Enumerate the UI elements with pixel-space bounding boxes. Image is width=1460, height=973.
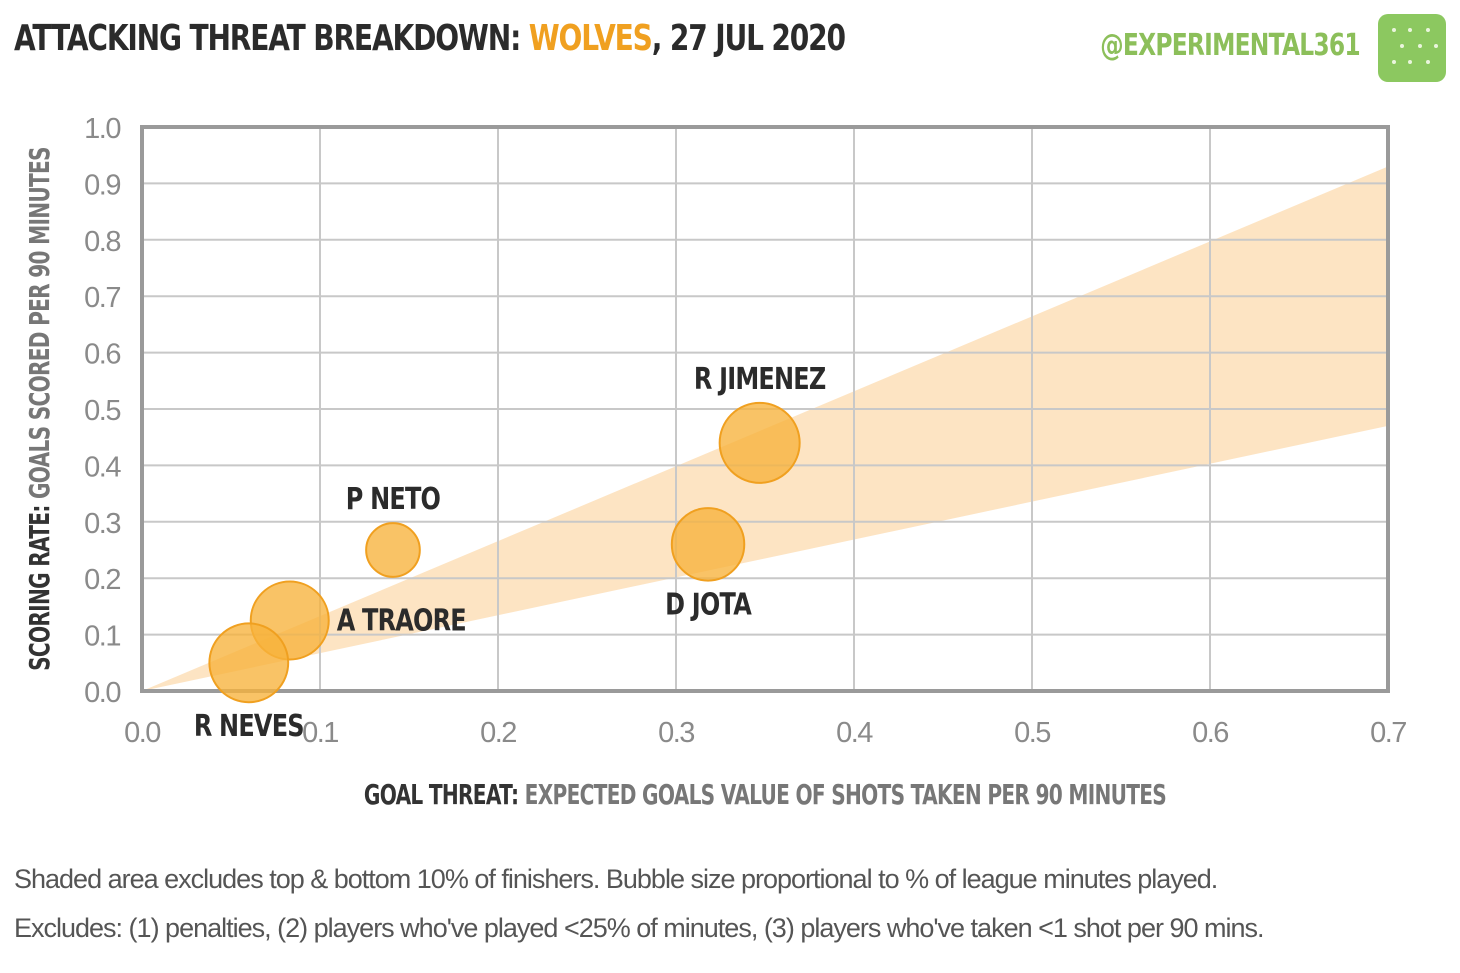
- title-date: , 27 JUL 2020: [651, 18, 846, 59]
- x-tick-label: 0.1: [302, 717, 338, 749]
- x-tick-label: 0.2: [480, 717, 516, 749]
- player-label: D JOTA: [665, 588, 752, 622]
- y-tick-label: 0.7: [84, 282, 120, 314]
- twitter-handle: @EXPERIMENTAL361: [1100, 28, 1360, 63]
- chart-title: ATTACKING THREAT BREAKDOWN: WOLVES, 27 J…: [14, 18, 846, 59]
- footnote-shading: Shaded area excludes top & bottom 10% of…: [14, 864, 1218, 894]
- y-tick-label: 0.8: [84, 226, 120, 258]
- y-tick-label: 0.4: [84, 451, 121, 483]
- player-bubble: [208, 622, 290, 704]
- y-tick-label: 0.2: [84, 564, 120, 596]
- y-tick-label: 0.5: [84, 395, 120, 427]
- y-tick-label: 0.9: [84, 169, 120, 201]
- x-tick-label: 0.5: [1014, 717, 1050, 749]
- y-tick-label: 0.6: [84, 339, 120, 371]
- player-bubble: [365, 522, 421, 578]
- player-bubble: [718, 401, 801, 484]
- x-tick-label: 0.0: [124, 717, 160, 749]
- y-tick-label: 0.0: [84, 677, 120, 709]
- scatter-chart: 0.0 0.1 0.2 0.3 0.4 0.5 0.6 0.7 0.0 0.1 0.2 0.3 0.4 0…: [23, 113, 1408, 811]
- footnote-exclusions: Excludes: (1) penalties, (2) players who…: [14, 913, 1264, 943]
- y-axis-label: SCORING RATE: GOALS SCORED PER 90 MINUTE…: [23, 147, 56, 671]
- x-tick-label: 0.4: [836, 717, 873, 749]
- x-tick-label: 0.7: [1370, 717, 1406, 749]
- plot-frame: [140, 125, 1390, 693]
- x-tick-label: 0.6: [1192, 717, 1228, 749]
- player-label: P NETO: [346, 483, 440, 517]
- x-axis-label: GOAL THREAT: EXPECTED GOALS VALUE OF SHO…: [364, 778, 1166, 811]
- title-prefix: ATTACKING THREAT BREAKDOWN:: [14, 18, 521, 59]
- title-team: WOLVES: [528, 18, 653, 59]
- player-label: R NEVES: [194, 710, 304, 744]
- player-bubble: [670, 507, 746, 582]
- pitch-logo-icon: [1378, 14, 1446, 82]
- y-tick-label: 1.0: [84, 113, 120, 145]
- player-label: A TRAORE: [337, 604, 466, 638]
- y-tick-label: 0.3: [84, 508, 120, 540]
- y-tick-label: 0.1: [84, 621, 120, 653]
- player-label: R JIMENEZ: [694, 362, 826, 396]
- x-tick-label: 0.3: [658, 717, 694, 749]
